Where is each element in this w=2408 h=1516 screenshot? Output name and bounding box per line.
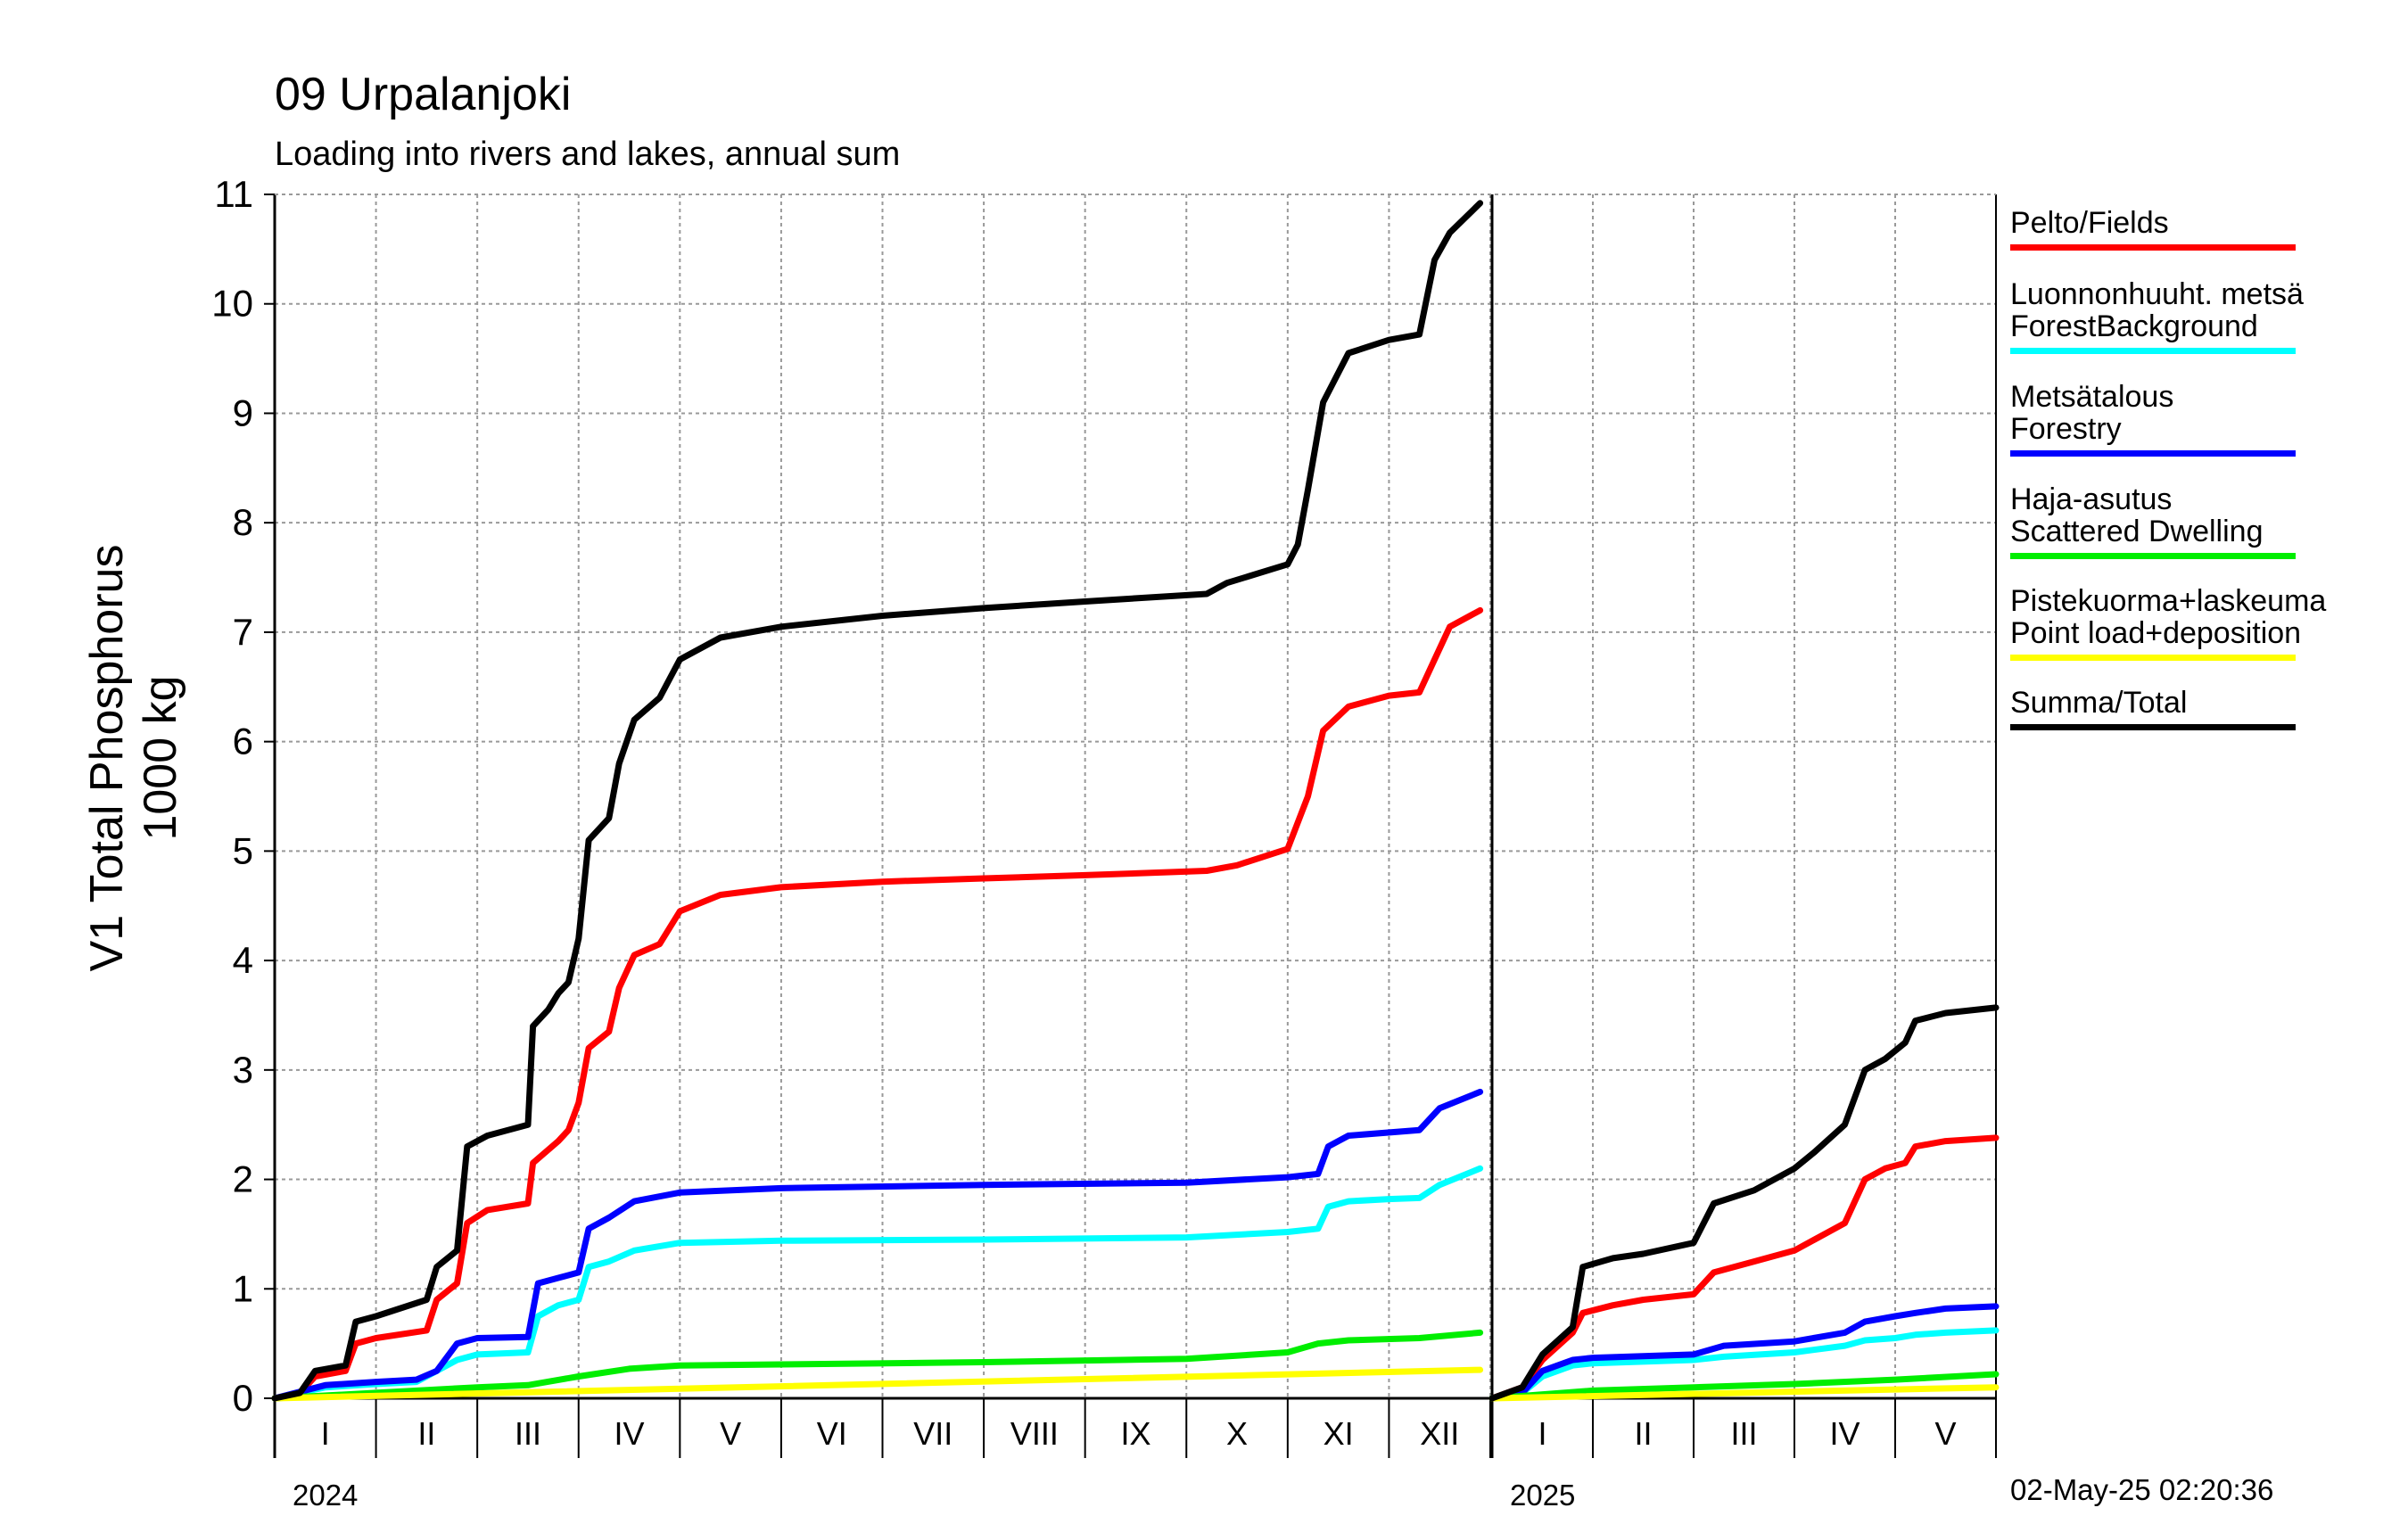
x-month-label: VIII xyxy=(1010,1415,1059,1452)
legend-label: ForestBackground xyxy=(2010,309,2258,343)
x-month-label: I xyxy=(321,1415,330,1452)
y-tick-label: 0 xyxy=(233,1377,253,1419)
y-tick-label: 11 xyxy=(214,173,253,215)
legend-label: Luonnonhuuht. metsä xyxy=(2010,277,2304,311)
series-line-1-2025 xyxy=(1489,1134,2000,1402)
x-month-label: X xyxy=(1226,1415,1248,1452)
legend-label: Summa/Total xyxy=(2010,686,2188,720)
y-tick-label: 3 xyxy=(233,1049,253,1091)
legend-label: Pistekuorma+laskeuma xyxy=(2010,584,2327,618)
series-line-2-2025 xyxy=(1489,1327,2000,1402)
legend-item: Haja-asutus Scattered Dwelling xyxy=(2010,483,2296,559)
legend-label: Metsätalous xyxy=(2010,380,2174,414)
series-line-5-2024 xyxy=(271,1366,1484,1402)
y-tick-label: 8 xyxy=(233,501,253,543)
x-month-label: II xyxy=(1634,1415,1652,1452)
x-month-label: III xyxy=(515,1415,541,1452)
y-tick-label: 5 xyxy=(233,829,253,871)
x-month-label: III xyxy=(1730,1415,1757,1452)
x-month-label: IX xyxy=(1120,1415,1150,1452)
legend-item: Pelto/Fields xyxy=(2010,207,2296,251)
series-line-5-2025 xyxy=(1489,1384,2000,1402)
x-year-label: 2024 xyxy=(293,1479,358,1512)
legend-swatch xyxy=(2010,450,2296,457)
legend-swatch xyxy=(2010,655,2296,661)
series-line-1-2024 xyxy=(271,606,1484,1402)
series-line-4-2025 xyxy=(1489,1371,2000,1402)
x-month-label: XI xyxy=(1324,1415,1354,1452)
x-month-label: V xyxy=(720,1415,741,1452)
legend-item: Luonnonhuuht. metsä ForestBackground xyxy=(2010,277,2304,354)
legend-label: Pelto/Fields xyxy=(2010,206,2169,240)
x-month-label: XII xyxy=(1420,1415,1459,1452)
x-month-label: V xyxy=(1934,1415,1956,1452)
chart-title: 09 Urpalanjoki xyxy=(275,69,572,120)
legend-label: Haja-asutus xyxy=(2010,482,2173,516)
series-line-3-2024 xyxy=(271,1088,1484,1402)
legend-swatch xyxy=(2010,244,2296,251)
timestamp: 02-May-25 02:20:36 xyxy=(2010,1473,2274,1506)
x-month-label: IV xyxy=(1829,1415,1860,1452)
y-tick-label: 6 xyxy=(233,721,253,762)
legend-item: Pistekuorma+laskeuma Point load+depositio… xyxy=(2010,584,2327,661)
series-line-6-2025 xyxy=(1489,1004,2000,1402)
legend-label: Forestry xyxy=(2010,412,2122,446)
legend-item: Metsätalous Forestry xyxy=(2010,381,2296,457)
legend-item: Summa/Total xyxy=(2010,687,2296,730)
x-month-label: VI xyxy=(817,1415,847,1452)
legend-swatch xyxy=(2010,348,2296,354)
series-line-4-2024 xyxy=(271,1329,1484,1402)
legend-label: Point load+deposition xyxy=(2010,616,2302,650)
legend-swatch xyxy=(2010,553,2296,559)
y-tick-label: 7 xyxy=(233,611,253,653)
x-month-label: II xyxy=(417,1415,435,1452)
legend-swatch xyxy=(2010,724,2296,730)
x-month-label: VII xyxy=(913,1415,952,1452)
y-tick-label: 4 xyxy=(233,939,253,981)
y-tick-label: 1 xyxy=(233,1267,253,1309)
x-month-label: I xyxy=(1538,1415,1546,1452)
chart-subtitle: Loading into rivers and lakes, annual su… xyxy=(275,136,901,173)
y-tick-label: 9 xyxy=(233,391,253,433)
series-line-6-2024 xyxy=(271,200,1484,1402)
x-month-label: IV xyxy=(614,1415,645,1452)
y-tick-label: 10 xyxy=(211,283,253,325)
series-line-3-2025 xyxy=(1489,1303,2000,1402)
legend-label: Scattered Dwelling xyxy=(2010,515,2264,548)
y-tick-label: 2 xyxy=(233,1158,253,1200)
x-year-label: 2025 xyxy=(1510,1479,1575,1512)
